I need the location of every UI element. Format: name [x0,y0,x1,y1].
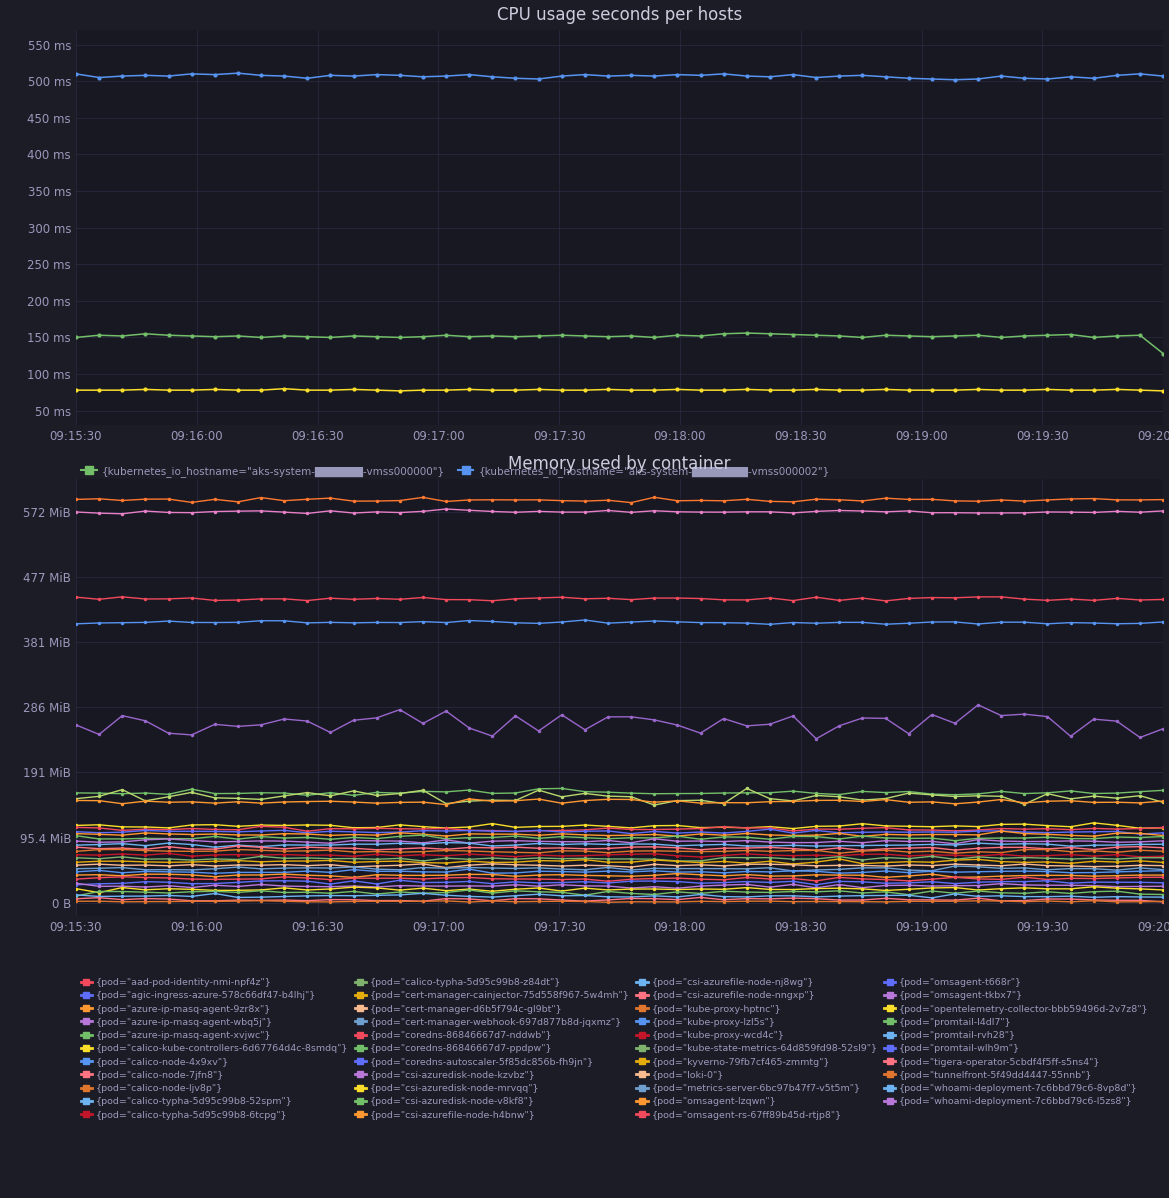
Title: CPU usage seconds per hosts: CPU usage seconds per hosts [497,6,742,24]
Legend: {kubernetes_io_hostname="aks-system-██████-vmss000000"}, {kubernetes_io_hostname: {kubernetes_io_hostname="aks-system-████… [81,466,830,494]
Title: Memory used by container: Memory used by container [509,455,731,473]
Legend: {pod="aad-pod-identity-nmi-npf4z"}, {pod="agic-ingress-azure-578c66df47-b4lhj"},: {pod="aad-pod-identity-nmi-npf4z"}, {pod… [81,978,1149,1120]
